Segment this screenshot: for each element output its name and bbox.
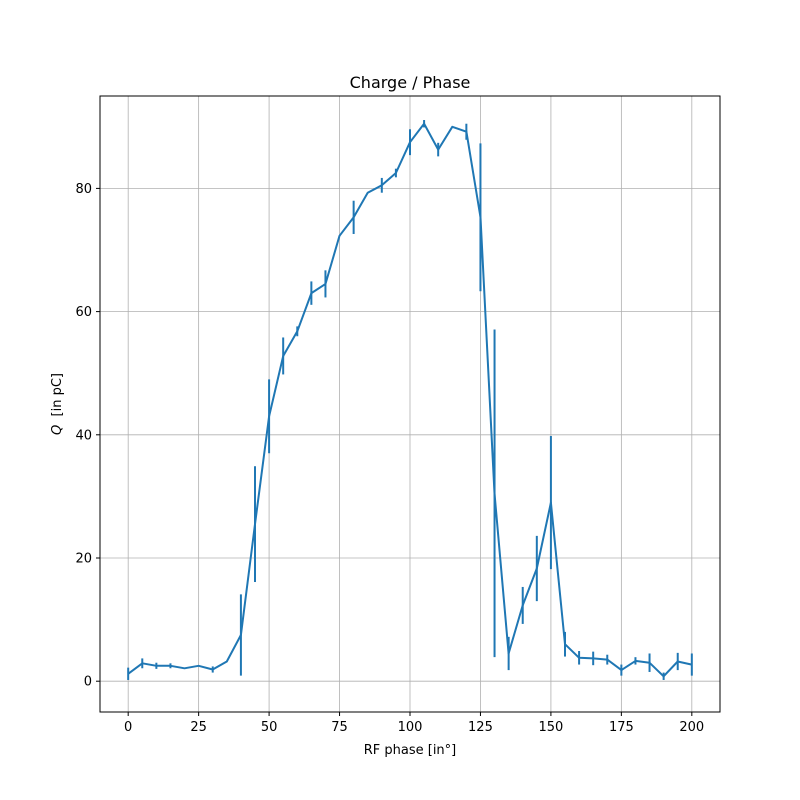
- y-tick-label: 40: [75, 428, 92, 443]
- y-tick-label: 60: [75, 305, 92, 320]
- x-tick-label: 50: [261, 720, 278, 735]
- x-tick-label: 100: [398, 720, 423, 735]
- x-axis-label: RF phase [in°]: [364, 743, 457, 758]
- x-tick-label: 0: [124, 720, 132, 735]
- chart-title: Charge / Phase: [350, 73, 471, 92]
- grid: [100, 96, 720, 712]
- x-tick-label: 25: [190, 720, 207, 735]
- y-tick-label: 20: [75, 552, 92, 567]
- y-tick-label: 0: [84, 675, 92, 690]
- x-tick-label: 200: [679, 720, 704, 735]
- y-axis-label-symbol: Q: [50, 425, 65, 435]
- x-tick-label: 75: [331, 720, 348, 735]
- x-axis-ticks: 0 25 50 75 100 125 150 175 200: [124, 712, 704, 735]
- x-tick-label: 175: [609, 720, 634, 735]
- charge-series-line: [127, 122, 693, 678]
- y-axis-label-unit: [in pC]: [50, 373, 65, 416]
- x-tick-label: 150: [538, 720, 563, 735]
- y-axis-ticks: 0 20 40 60 80: [75, 182, 100, 690]
- x-tick-label: 125: [468, 720, 493, 735]
- y-tick-label: 80: [75, 182, 92, 197]
- y-axis-label: Q [in pC]: [50, 373, 65, 435]
